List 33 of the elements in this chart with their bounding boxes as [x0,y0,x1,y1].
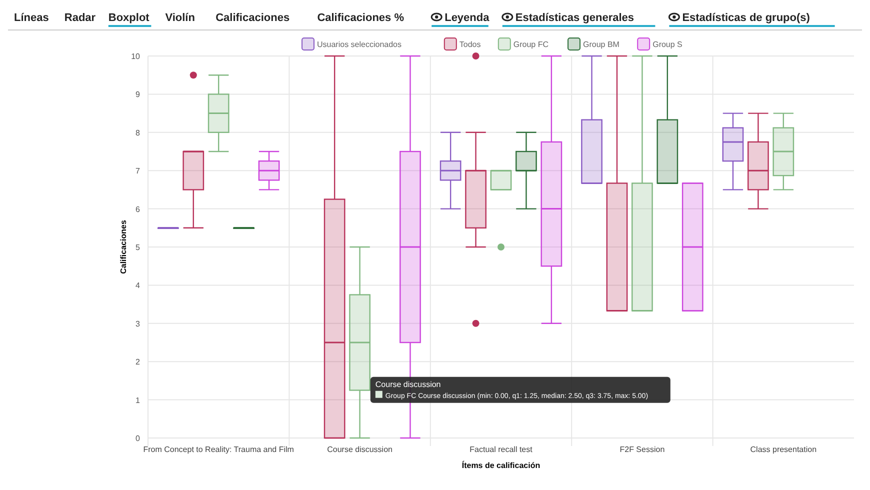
text: Calificaciones % [317,12,404,24]
x-tick-label: F2F Session [620,445,665,454]
annotation: Course discussion [375,380,441,389]
text: Calificaciones [216,12,290,24]
x-tick-label: Factual recall test [470,445,534,454]
y-tick-label: 6 [136,204,141,214]
text: Violín [165,12,196,24]
y-tick-label: 7 [136,166,141,176]
text: Leyenda [444,12,490,24]
y-tick-label: 0 [136,434,141,443]
y-tick-label: 3 [136,319,141,328]
x-tick-label: From Concept to Reality: Trauma and Film [143,445,294,454]
text: Radar [64,12,96,24]
y-axis-title: Calificaciones [119,220,128,274]
y-tick-label: 4 [136,281,141,290]
y-tick-label: 5 [136,243,141,252]
legend-label: Group FC [513,40,549,49]
legend-label: Group BM [583,40,620,49]
text: Estadísticas generales [515,12,634,24]
legend-label: Todos [459,40,481,49]
y-tick-label: 8 [136,128,141,138]
y-tick-label: 9 [136,90,141,100]
text: Boxplot [108,12,150,24]
x-tick-label: Class presentation [750,445,817,454]
legend-label: Usuarios seleccionados [317,40,402,49]
legend-label: Group S [652,40,682,49]
y-tick-label: 10 [131,52,141,61]
x-tick-label: Course discussion [327,445,392,454]
text: Líneas [14,12,49,24]
text: Estadísticas de grupo(s) [682,12,810,24]
y-tick-label: 2 [136,358,141,367]
y-tick-label: 1 [136,396,141,405]
x-axis-title: Ítems de calificación [462,460,540,470]
